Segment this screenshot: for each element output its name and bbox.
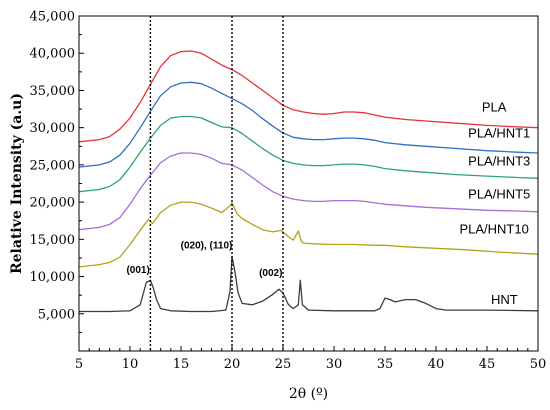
y-tick-label: 30,000 — [30, 121, 76, 136]
x-tick-label: 25 — [275, 357, 292, 372]
series-layer — [78, 50, 539, 313]
y-tick-label: 20,000 — [30, 196, 76, 211]
y-axis-title: Relative Intensity (a.u) — [9, 93, 25, 274]
x-axis-title: 2θ (º) — [289, 386, 328, 402]
peak-annotation: (002) — [259, 268, 282, 279]
series-line-pla-hnt3 — [78, 115, 539, 193]
x-tick-label: 10 — [122, 357, 139, 372]
x-tick-label: 15 — [173, 357, 190, 372]
y-tick-label: 15,000 — [30, 233, 76, 248]
x-tick-label: 45 — [479, 357, 496, 372]
x-tick-label: 5 — [75, 357, 83, 372]
series-label-hnt: HNT — [491, 292, 518, 307]
x-tick-label: 20 — [224, 357, 241, 372]
series-line-pla-hnt1 — [78, 81, 539, 168]
y-tick-label: 40,000 — [30, 47, 76, 62]
y-tick-label: 35,000 — [30, 84, 76, 99]
annotations: (001) (020), (110) (002) — [126, 240, 282, 279]
plot-area: PLA PLA/HNT1 PLA/HNT3 PLA/HNT5 PLA/HNT10 HNT 5… — [30, 10, 547, 373]
peak-annotation: (001) — [126, 265, 149, 276]
series-line-pla-hnt10 — [78, 201, 539, 268]
x-tick-label: 50 — [530, 357, 547, 372]
series-label-pla-hnt3: PLA/HNT3 — [468, 154, 530, 169]
x-tick-label: 35 — [377, 357, 394, 372]
series-label-pla: PLA — [482, 99, 507, 114]
y-tick-label: 10,000 — [30, 270, 76, 285]
plot-frame — [78, 15, 539, 352]
tick-labels: PLA PLA/HNT1 PLA/HNT3 PLA/HNT5 PLA/HNT10 HNT 5… — [30, 10, 547, 373]
tick-marks — [78, 15, 539, 351]
series-line-pla-hnt5 — [78, 152, 539, 231]
series-label-pla-hnt10: PLA/HNT10 — [459, 221, 528, 236]
series-line-pla — [78, 50, 539, 143]
x-tick-label: 40 — [428, 357, 445, 372]
series-line-hnt — [79, 255, 539, 313]
y-tick-label: 5,000 — [38, 307, 75, 322]
x-tick-label: 30 — [326, 357, 343, 372]
series-label-pla-hnt1: PLA/HNT1 — [468, 125, 530, 140]
y-tick-label: 45,000 — [30, 10, 76, 25]
y-tick-label: 25,000 — [30, 158, 76, 173]
series-label-pla-hnt5: PLA/HNT5 — [468, 186, 530, 201]
peak-annotation: (020), (110) — [181, 240, 233, 251]
